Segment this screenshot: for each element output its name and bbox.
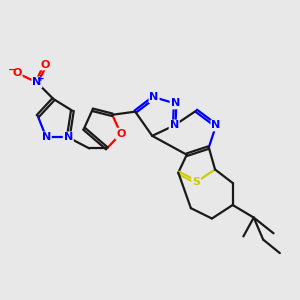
- Text: −: −: [8, 65, 17, 75]
- Text: N: N: [32, 77, 41, 87]
- Text: N: N: [64, 132, 73, 142]
- Text: O: O: [116, 129, 125, 139]
- Text: S: S: [192, 177, 200, 187]
- Text: O: O: [40, 59, 50, 70]
- Text: N: N: [149, 92, 159, 102]
- Text: N: N: [42, 132, 51, 142]
- Text: O: O: [12, 68, 22, 78]
- Text: N: N: [212, 121, 220, 130]
- Text: N: N: [170, 98, 180, 109]
- Text: +: +: [38, 74, 45, 82]
- Text: N: N: [169, 121, 179, 130]
